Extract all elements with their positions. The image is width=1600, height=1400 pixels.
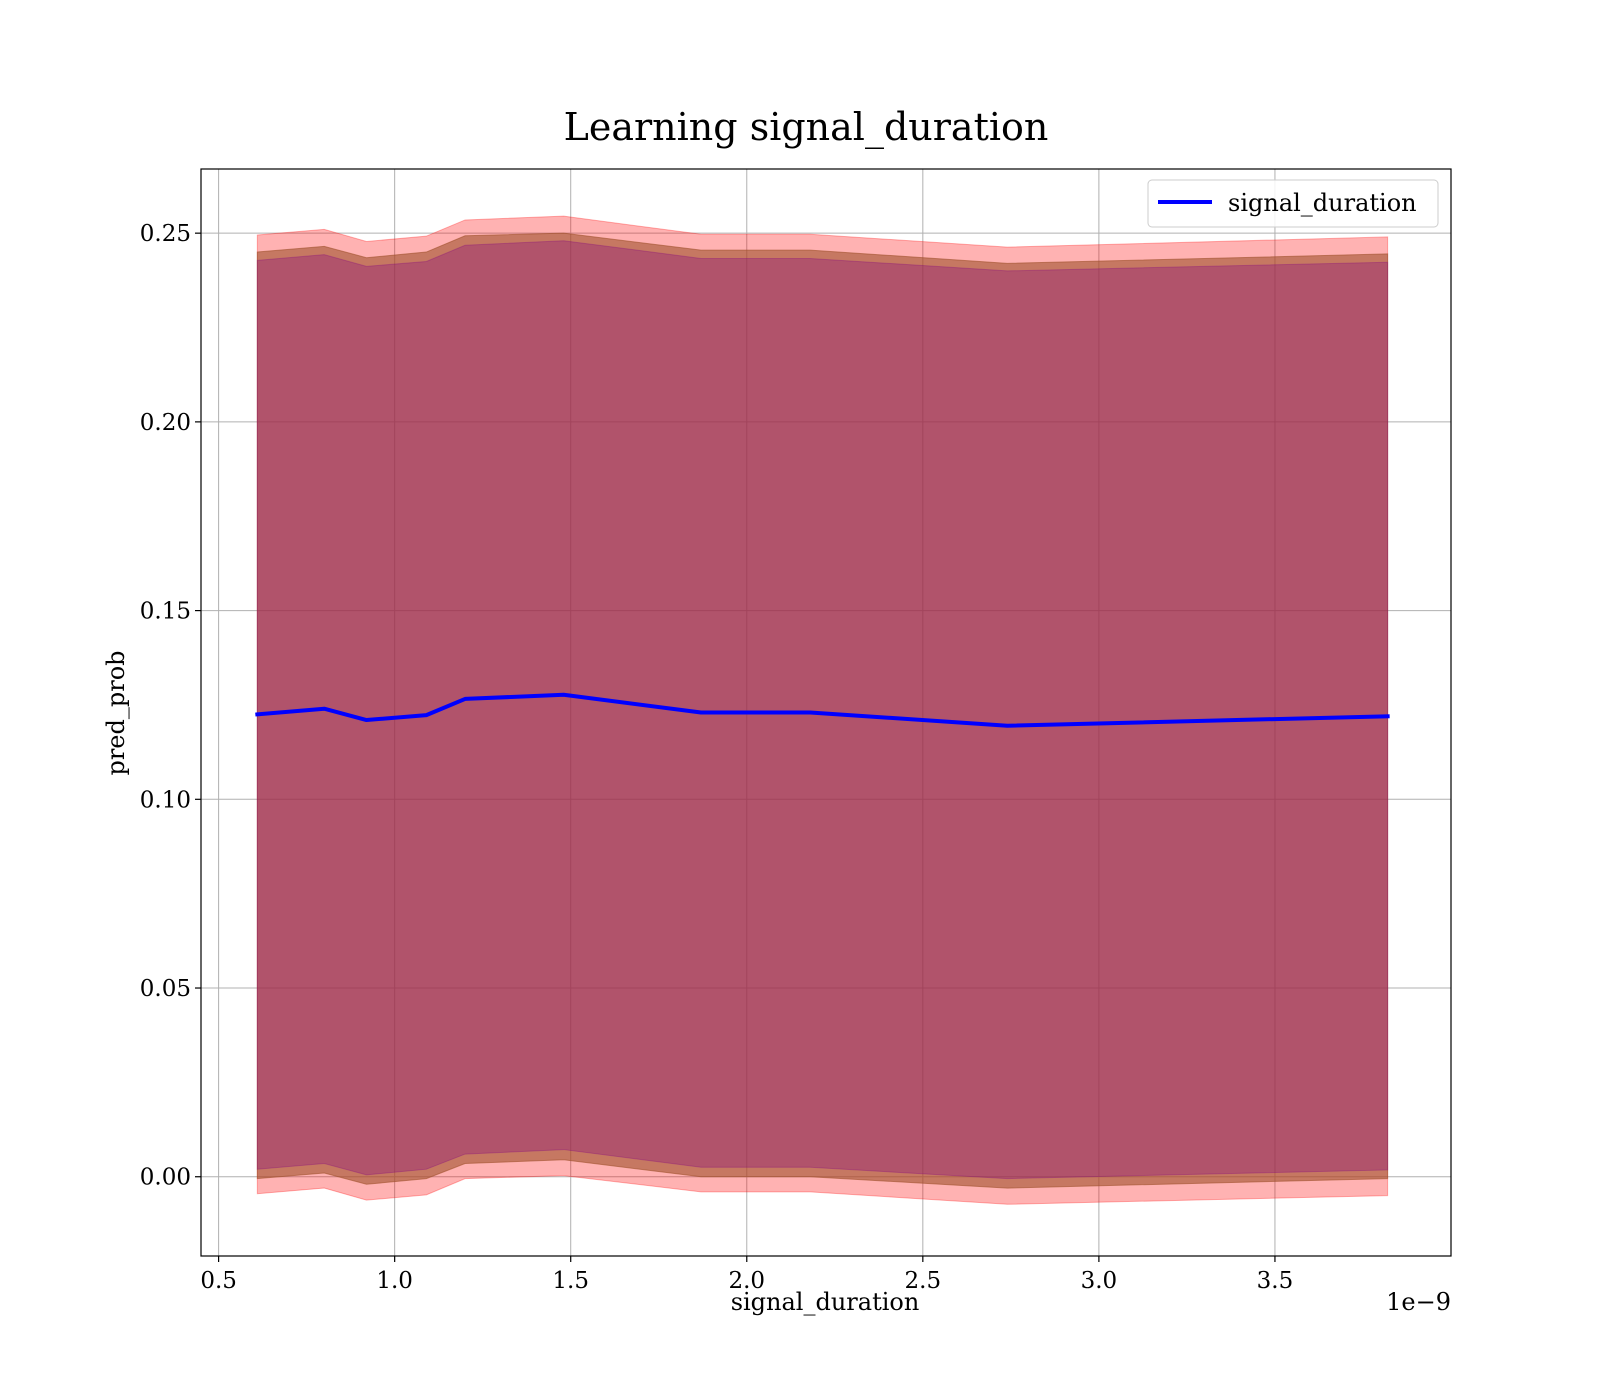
legend: signal_duration <box>1147 179 1439 228</box>
x-tick-label: 1.0 <box>376 1268 413 1294</box>
confidence-bands <box>256 215 1389 1205</box>
x-tick-label: 3.5 <box>1257 1268 1294 1294</box>
x-tick-label: 1.5 <box>552 1268 589 1294</box>
y-tick-label: 0.05 <box>140 976 191 1002</box>
band-area <box>256 232 1389 1189</box>
legend-label: signal_duration <box>1228 189 1417 217</box>
x-tick-label: 2.0 <box>728 1268 765 1294</box>
y-tick-label: 0.15 <box>140 599 191 625</box>
x-axis-offset-label: 1e−9 <box>1386 1288 1451 1316</box>
legend-box <box>1147 179 1439 228</box>
series-lines <box>255 692 1390 728</box>
plot-area <box>200 168 1452 1257</box>
band-area <box>256 240 1389 1180</box>
y-tick-label: 0.10 <box>140 787 191 813</box>
y-tick-label: 0.25 <box>140 221 191 247</box>
series-line <box>255 692 1390 728</box>
y-tick-label: 0.20 <box>140 410 191 436</box>
x-tick-label: 3.0 <box>1081 1268 1118 1294</box>
y-axis-label: pred_prob <box>102 650 130 775</box>
x-tick-label: 0.5 <box>200 1268 237 1294</box>
plot-frame <box>200 168 1452 1257</box>
x-axis-ticks: 0.5 1.0 1.5 2.0 2.5 3.0 3.5 <box>200 1256 1293 1294</box>
y-tick-label: 0.00 <box>140 1165 191 1191</box>
y-axis-ticks: 0.00 0.05 0.10 0.15 0.20 0.25 <box>140 221 201 1191</box>
x-axis-label: signal_duration <box>731 1288 920 1316</box>
chart-title: Learning signal_duration <box>564 105 1049 150</box>
x-tick-label: 2.5 <box>905 1268 942 1294</box>
